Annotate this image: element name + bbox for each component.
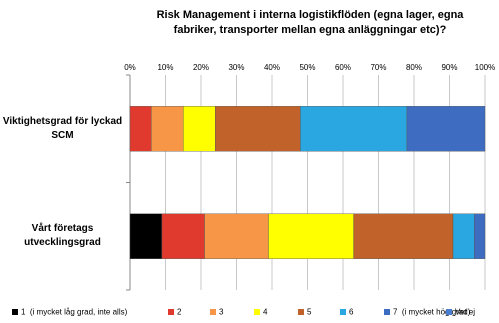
legend-swatch	[384, 309, 390, 315]
x-tick-label: 100%	[475, 63, 495, 72]
legend-label: 1 (i mycket låg grad, inte alls)	[21, 308, 128, 317]
bar-segment	[300, 106, 408, 152]
y-tick-label: Viktighetsgrad för lyckad SCM	[2, 115, 123, 141]
legend-swatch	[340, 309, 346, 315]
legend-label: 3	[219, 308, 224, 317]
x-tick-label: 60%	[335, 63, 351, 72]
legend-swatch	[210, 309, 216, 315]
legend-swatch	[168, 309, 174, 315]
bar-segment	[151, 106, 184, 152]
legend-label: 5	[307, 308, 312, 317]
legend-label: 6	[349, 308, 354, 317]
x-tick-label: 0%	[124, 63, 136, 72]
bar-segment	[214, 106, 301, 152]
bar-segment	[129, 106, 152, 152]
bar-segment	[183, 106, 216, 152]
x-tick-label: 50%	[299, 63, 315, 72]
bar-segment	[161, 213, 205, 259]
legend-swatch	[446, 309, 452, 315]
x-tick-label: 70%	[370, 63, 386, 72]
x-tick-label: 10%	[157, 63, 173, 72]
x-tick-label: 30%	[228, 63, 244, 72]
legend-label: 7 (i mycket hög grad)	[393, 308, 471, 317]
legend-swatch	[12, 309, 18, 315]
x-tick-label: 20%	[193, 63, 209, 72]
x-tick-label: 90%	[441, 63, 457, 72]
legend-label: 4	[263, 308, 268, 317]
legend-swatch	[254, 309, 260, 315]
bar-segment	[406, 106, 486, 152]
bar-segment	[353, 213, 454, 259]
chart-title: Risk Management i interna logistikflöden…	[156, 9, 464, 36]
bar-segment	[268, 213, 354, 259]
legend-label: 2	[177, 308, 182, 317]
bar-segment	[129, 213, 163, 259]
bar-segment	[452, 213, 475, 259]
bar-segment	[204, 213, 269, 259]
legend-label: Vet ej	[455, 308, 475, 317]
x-tick-label: 80%	[406, 63, 422, 72]
bar-segment	[474, 213, 486, 259]
legend-swatch	[298, 309, 304, 315]
y-tick-label: Vårt företags utvecklingsgrad	[24, 223, 101, 249]
x-tick-label: 40%	[264, 63, 280, 72]
